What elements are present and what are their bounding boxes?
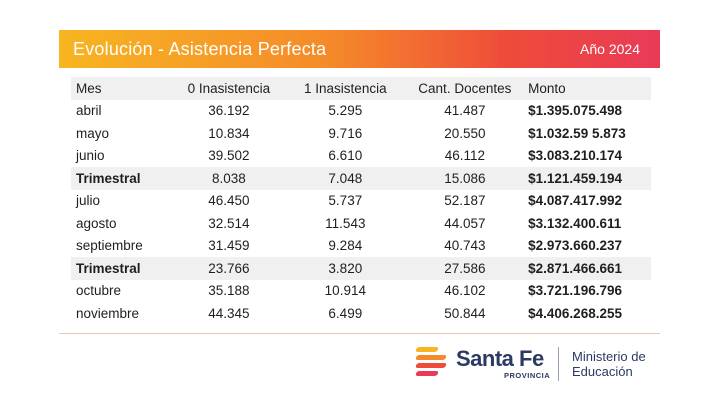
- attendance-table: Mes 0 Inasistencia 1 Inasistencia Cant. …: [71, 77, 651, 325]
- cell-monto: $1.395.075.498: [528, 103, 622, 119]
- cell-monto: $4.406.268.255: [528, 305, 622, 321]
- table-row: julio 46.450 5.737 52.187 $4.087.417.992: [71, 190, 651, 213]
- cell-monto: $3.721.196.796: [528, 283, 622, 299]
- cell-mes: agosto: [76, 215, 117, 231]
- cell-mes: Trimestral: [71, 167, 171, 190]
- cell-cant: 20.550: [444, 125, 486, 141]
- cell-mes: abril: [76, 103, 102, 119]
- ministry-line-1: Ministerio de: [572, 349, 646, 364]
- cell-in1: 11.543: [325, 215, 366, 231]
- santa-fe-logo-icon: [415, 347, 452, 379]
- cell-cant: 52.187: [444, 193, 486, 209]
- cell-in1: 3.820: [287, 257, 404, 280]
- cell-monto: $2.871.466.661: [526, 257, 651, 280]
- cell-in1: 6.610: [328, 148, 363, 164]
- cell-cant: 15.086: [403, 167, 527, 190]
- table-row: noviembre 44.345 6.499 50.844 $4.406.268.255: [71, 302, 651, 325]
- cell-in0: 46.450: [208, 193, 250, 209]
- title-banner: Evolución - Asistencia Perfecta Año 2024: [59, 30, 660, 68]
- cell-in1: 9.716: [328, 125, 363, 141]
- cell-monto: $1.121.459.194: [526, 167, 651, 190]
- column-header-mes: Mes: [71, 77, 171, 100]
- table-body: abril 36.192 5.295 41.487 $1.395.075.498 mayo…: [71, 100, 651, 325]
- cell-cant: 41.487: [444, 103, 486, 119]
- cell-mes: mayo: [76, 125, 110, 141]
- cell-monto: $3.132.400.611: [528, 215, 622, 231]
- logo-subtitle: PROVINCIA: [504, 371, 551, 380]
- cell-in1: 7.048: [287, 167, 404, 190]
- logo-name: Santa Fe: [456, 346, 544, 371]
- cell-in1: 5.295: [328, 103, 363, 119]
- column-header-monto: Monto: [526, 77, 651, 100]
- cell-monto: $3.083.210.174: [528, 148, 622, 164]
- cell-in1: 10.914: [324, 283, 366, 299]
- cell-in0: 44.345: [208, 305, 250, 321]
- cell-in0: 31.459: [208, 238, 250, 254]
- table-row: agosto 32.514 11.543 44.057 $3.132.400.611: [71, 212, 651, 235]
- table-row: abril 36.192 5.295 41.487 $1.395.075.498: [71, 100, 651, 123]
- table-row: octubre 35.188 10.914 46.102 $3.721.196.796: [71, 280, 651, 303]
- cell-cant: 40.743: [444, 238, 486, 254]
- cell-in1: 5.737: [328, 193, 363, 209]
- table-row: mayo 10.834 9.716 20.550 $1.032.59 5.873: [71, 122, 651, 145]
- table-header-row: Mes 0 Inasistencia 1 Inasistencia Cant. …: [71, 77, 651, 100]
- cell-mes: Trimestral: [71, 257, 171, 280]
- cell-mes: septiembre: [76, 238, 143, 254]
- column-header-0-inasistencia: 0 Inasistencia: [170, 77, 288, 100]
- cell-in0: 32.514: [208, 215, 250, 231]
- cell-in0: 36.192: [208, 103, 250, 119]
- logo-separator: [558, 347, 559, 381]
- cell-in0: 23.766: [170, 257, 288, 280]
- cell-cant: 44.057: [444, 215, 486, 231]
- cell-mes: noviembre: [76, 305, 140, 321]
- cell-monto: $4.087.417.992: [528, 193, 622, 209]
- cell-in0: 8.038: [170, 167, 288, 190]
- table-row-trimestral: Trimestral 8.038 7.048 15.086 $1.121.459.194: [71, 167, 651, 190]
- footer-logo: Santa Fe PROVINCIA Ministerio de Educaci…: [415, 345, 666, 385]
- cell-in1: 6.499: [328, 305, 363, 321]
- cell-in0: 39.502: [208, 148, 250, 164]
- cell-in0: 10.834: [208, 125, 250, 141]
- cell-cant: 46.112: [444, 148, 485, 164]
- cell-monto: $2.973.660.237: [528, 238, 622, 254]
- cell-in1: 9.284: [328, 238, 363, 254]
- cell-cant: 46.102: [444, 283, 486, 299]
- page-title: Evolución - Asistencia Perfecta: [73, 38, 327, 59]
- cell-mes: junio: [76, 148, 105, 164]
- year-label: Año 2024: [580, 41, 640, 57]
- cell-mes: octubre: [76, 283, 122, 299]
- cell-in0: 35.188: [208, 283, 250, 299]
- table-row: junio 39.502 6.610 46.112 $3.083.210.174: [71, 145, 651, 168]
- ministry-line-2: Educación: [572, 364, 633, 379]
- column-header-cant-docentes: Cant. Docentes: [403, 77, 527, 100]
- table-row: septiembre 31.459 9.284 40.743 $2.973.660.23…: [71, 235, 651, 258]
- cell-monto: $1.032.59 5.873: [528, 125, 626, 141]
- column-header-1-inasistencia: 1 Inasistencia: [287, 77, 404, 100]
- cell-cant: 27.586: [403, 257, 527, 280]
- table-row-trimestral: Trimestral 23.766 3.820 27.586 $2.871.466.66…: [71, 257, 651, 280]
- footer-divider: [59, 333, 660, 334]
- cell-cant: 50.844: [444, 305, 486, 321]
- ministry-name: Ministerio de Educación: [572, 349, 646, 379]
- cell-mes: julio: [76, 193, 101, 209]
